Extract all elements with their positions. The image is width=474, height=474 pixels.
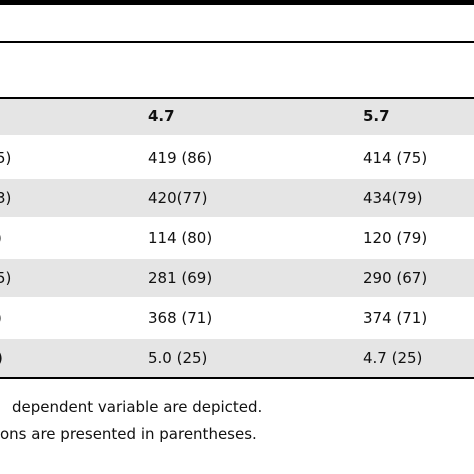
table-cell: 120 (79) (363, 229, 428, 247)
table-cell: 3) (0, 189, 12, 207)
table-cell: ) (0, 339, 3, 377)
table-cell: 290 (67) (363, 269, 428, 287)
table-row: ) 5.0 (25) 4.7 (25) (0, 339, 474, 377)
bottom-rule (0, 377, 474, 379)
header-cell: 5.7 (363, 107, 390, 125)
table-cell: 434(79) (363, 189, 423, 207)
table-cell: 368 (71) (148, 309, 213, 327)
table-row: 5) 419 (86) 414 (75) (0, 139, 474, 177)
table-cell: 5.0 (25) (148, 349, 208, 367)
header-cell: 4.7 (148, 107, 175, 125)
table-row: 5) 281 (69) 290 (67) (0, 259, 474, 297)
table-row: ) 114 (80) 120 (79) (0, 219, 474, 257)
table-cell: ) (0, 219, 2, 257)
table-cell: 5) (0, 269, 12, 287)
header-row: 4.7 5.7 (0, 97, 474, 135)
table-cell: 114 (80) (148, 229, 213, 247)
table-cell: 374 (71) (363, 309, 428, 327)
table-cell: 281 (69) (148, 269, 213, 287)
top-rule (0, 0, 474, 5)
table-cell: ) (0, 299, 2, 337)
rule (0, 97, 474, 99)
table-cell: 4.7 (25) (363, 349, 423, 367)
footnote: ons are presented in parentheses. (0, 425, 257, 443)
table-cell: 414 (75) (363, 149, 428, 167)
table-cell: 5) (0, 149, 12, 167)
table-cell: 420(77) (148, 189, 208, 207)
table-row: 3) 420(77) 434(79) (0, 179, 474, 217)
rule (0, 41, 474, 43)
footnote: dependent variable are depicted. (12, 398, 263, 416)
table-cell: 419 (86) (148, 149, 213, 167)
table-row: ) 368 (71) 374 (71) (0, 299, 474, 337)
